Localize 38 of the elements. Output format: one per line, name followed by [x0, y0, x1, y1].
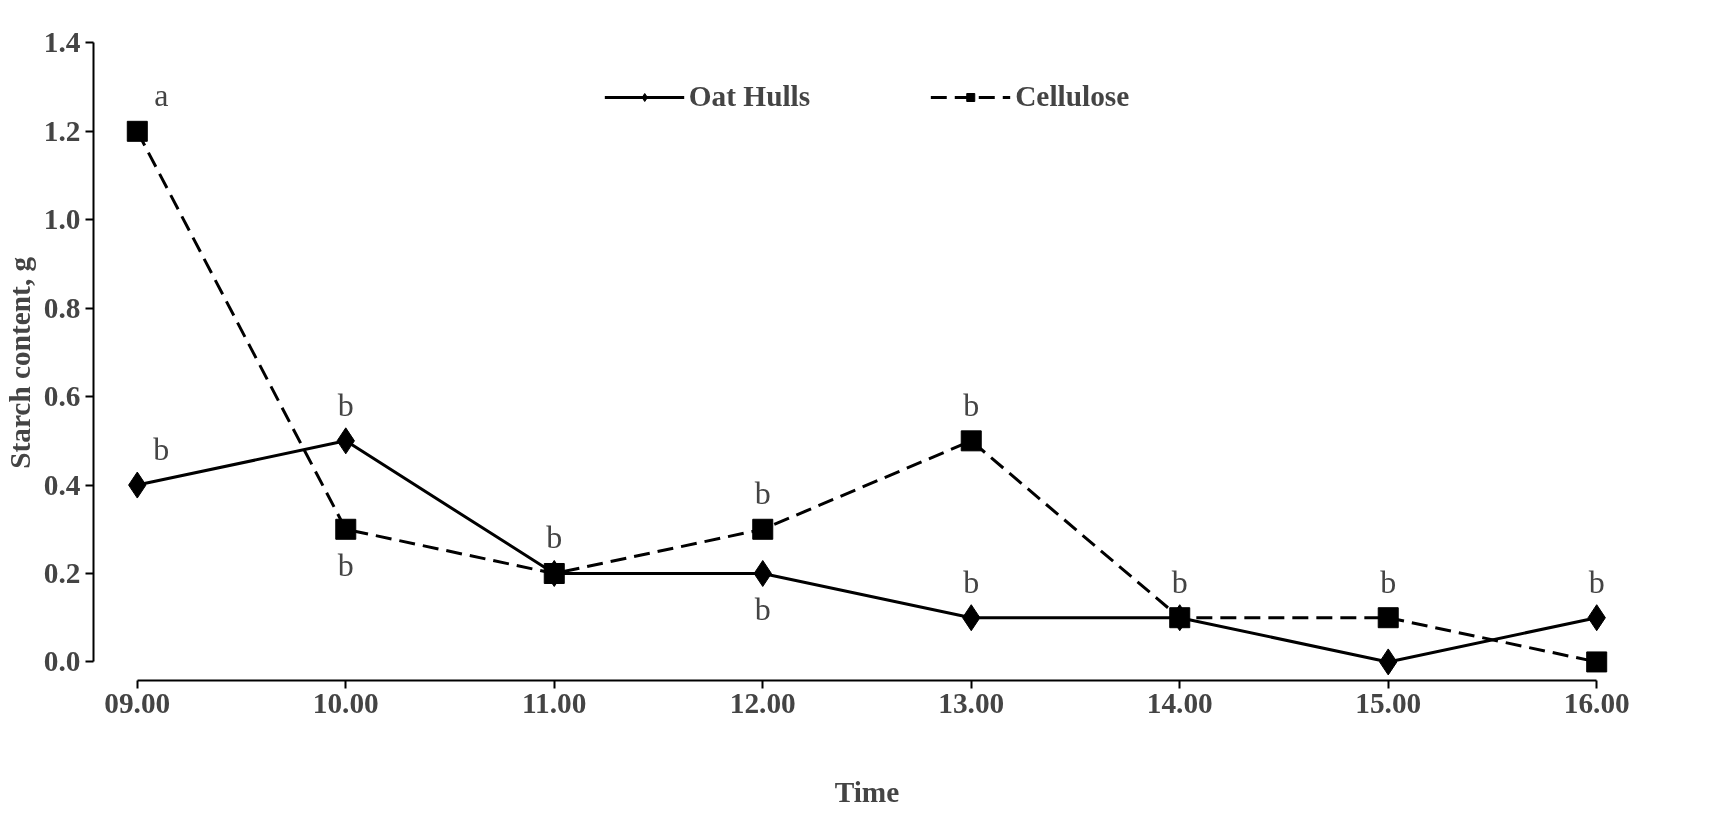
- annotation: b: [1380, 563, 1397, 600]
- x-tick-label: 15.00: [1355, 686, 1422, 719]
- y-tick-label: 1.0: [43, 203, 81, 236]
- y-tick-label: 0.4: [43, 468, 81, 501]
- legend-label: Cellulose: [1015, 80, 1130, 113]
- point: [752, 518, 774, 540]
- point: [126, 120, 148, 142]
- annotation: b: [1171, 563, 1188, 600]
- x-tick-label: 12.00: [729, 686, 796, 719]
- x-tick-label: 10.00: [312, 686, 379, 719]
- annotation: b: [337, 386, 354, 423]
- point: [1586, 651, 1608, 673]
- x-tick-label: 13.00: [938, 686, 1005, 719]
- annotation: b: [337, 547, 354, 584]
- annotation: b: [153, 431, 170, 468]
- y-tick-label: 0.0: [43, 645, 81, 678]
- annotation: b: [963, 563, 980, 600]
- point: [1377, 607, 1399, 629]
- annotation: b: [1588, 563, 1605, 600]
- annotation: b: [754, 475, 771, 512]
- y-tick-label: 0.2: [43, 556, 81, 589]
- y-tick-label: 0.8: [43, 291, 81, 324]
- point: [960, 430, 982, 452]
- legend-label: Oat Hulls: [688, 80, 811, 113]
- annotation: a: [154, 77, 169, 114]
- annotation: b: [754, 591, 771, 628]
- annotation: b: [546, 519, 563, 556]
- y-tick-label: 1.2: [43, 114, 81, 147]
- y-axis-title: Starch content, g: [3, 256, 36, 469]
- x-tick-label: 16.00: [1563, 686, 1630, 719]
- y-tick-label: 0.6: [43, 380, 81, 413]
- point: [335, 518, 357, 540]
- x-tick-label: 09.00: [104, 686, 171, 719]
- x-tick-label: 11.00: [522, 686, 587, 719]
- annotation: b: [963, 386, 980, 423]
- x-tick-label: 14.00: [1146, 686, 1213, 719]
- x-axis-title: Time: [834, 775, 900, 808]
- y-tick-label: 1.4: [43, 26, 81, 59]
